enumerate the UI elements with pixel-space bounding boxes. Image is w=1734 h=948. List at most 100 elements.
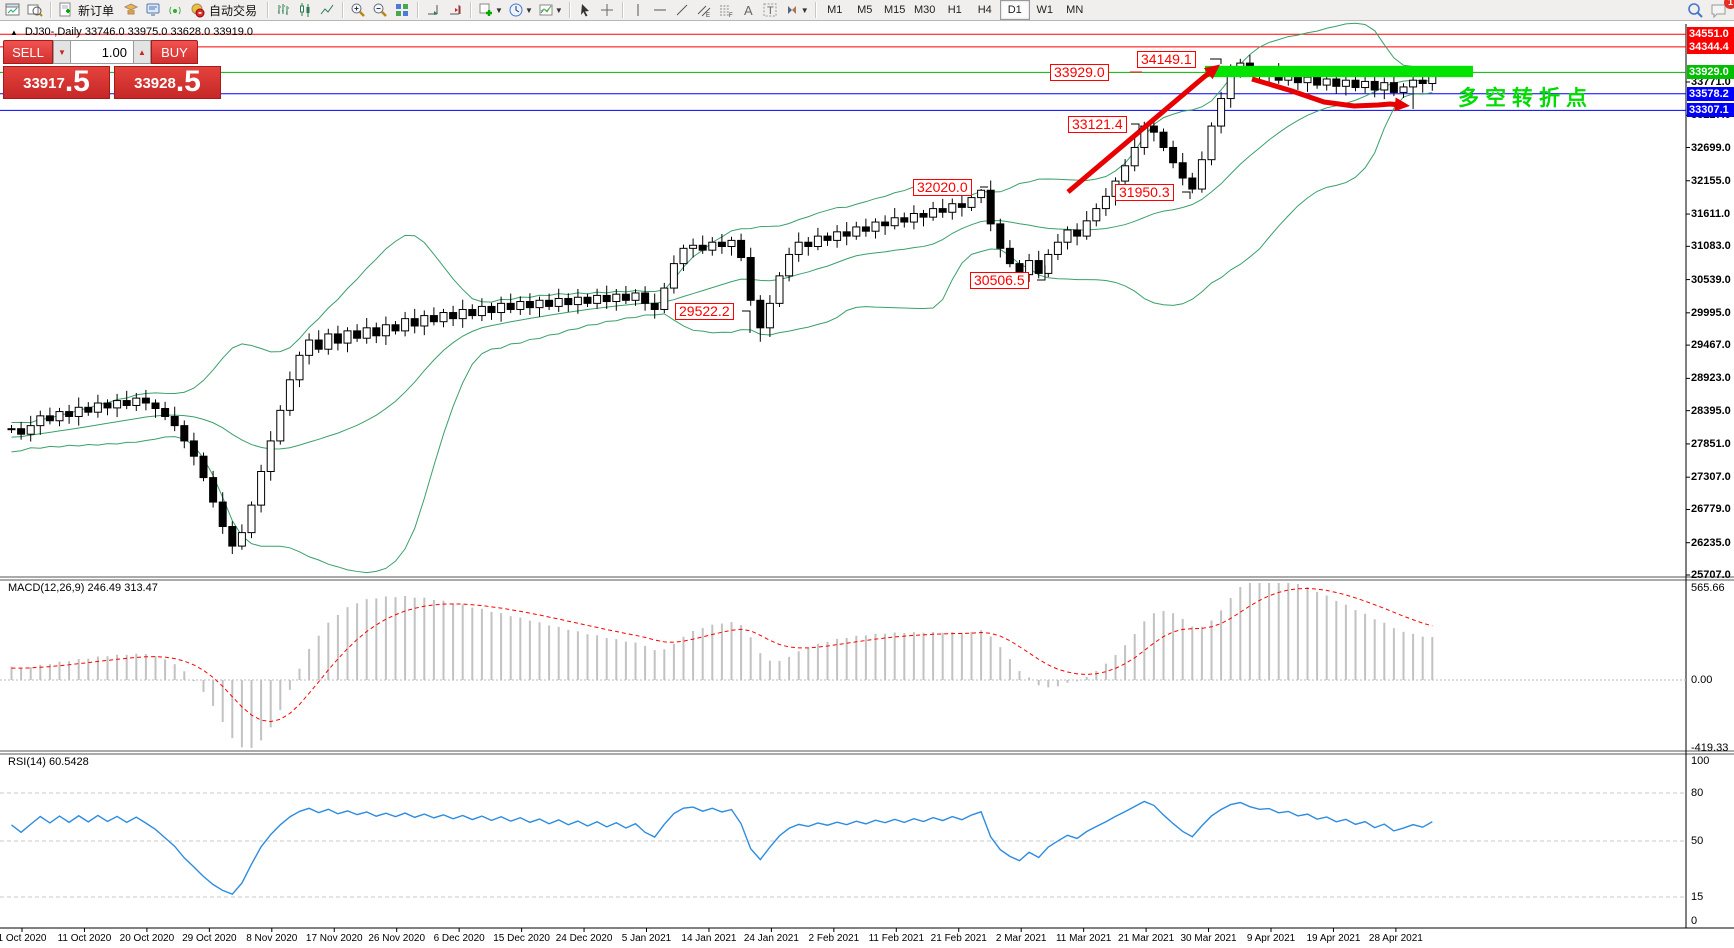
buy-button[interactable]: BUY: [151, 40, 198, 64]
macd-histogram-bar: [1402, 631, 1405, 680]
periods-caret-icon[interactable]: ▼: [524, 5, 533, 15]
macd-histogram-bar: [509, 616, 512, 680]
macd-histogram-bar: [327, 622, 330, 680]
new-chart-icon[interactable]: [2, 1, 24, 20]
macd-histogram-bar: [826, 641, 829, 680]
vertical-line-icon[interactable]: [627, 1, 649, 20]
metaeditor-icon[interactable]: [120, 1, 142, 20]
buy-price-display[interactable]: 33928.5: [114, 66, 221, 99]
price-callout-label[interactable]: 33121.4: [1068, 116, 1127, 133]
price-callout-label[interactable]: 30506.5: [970, 272, 1029, 289]
volume-increase-button[interactable]: ▲: [133, 40, 151, 64]
price-callout-label[interactable]: 31950.3: [1115, 184, 1174, 201]
macd-histogram-bar: [87, 658, 90, 680]
zoom-in-icon[interactable]: [347, 1, 369, 20]
templates-caret-icon[interactable]: ▼: [554, 5, 563, 15]
chart-title-text: DJ30-,Daily 33746.0 33975.0 33628.0 3391…: [24, 26, 254, 38]
candle: [1370, 80, 1379, 91]
candle: [813, 235, 822, 248]
zoom-out-icon[interactable]: [369, 1, 391, 20]
price-callout-label[interactable]: 34149.1: [1137, 51, 1196, 68]
arrows-tool-icon[interactable]: [781, 1, 803, 20]
timeframe-button-h4[interactable]: H4: [977, 4, 992, 16]
cursor-icon[interactable]: [574, 1, 596, 20]
timeframe-button-m15[interactable]: M15: [884, 4, 906, 16]
volume-decrease-button[interactable]: ▼: [53, 40, 71, 64]
candle: [17, 428, 26, 435]
tile-windows-icon[interactable]: [391, 1, 413, 20]
date-axis-label: 11 Mar 2021: [1055, 933, 1112, 944]
date-axis-label: 24 Dec 2020: [555, 933, 613, 944]
rsi-scale-tick: 0: [1691, 915, 1698, 927]
candle: [420, 315, 429, 327]
line-chart-icon[interactable]: [316, 1, 338, 20]
indicators-icon[interactable]: [475, 1, 497, 20]
new-order-icon[interactable]: [55, 1, 77, 20]
signals-icon[interactable]: [164, 1, 186, 20]
notification-badge: 1: [1724, 0, 1734, 9]
candle: [650, 302, 659, 310]
price-callout-label[interactable]: 33929.0: [1050, 64, 1109, 81]
macd-histogram-bar: [1104, 663, 1107, 680]
auto-trading-icon[interactable]: [186, 1, 208, 20]
toolbar-separator: [814, 2, 816, 18]
indicators-caret-icon[interactable]: ▼: [495, 5, 503, 15]
candle: [890, 217, 899, 227]
candle: [823, 235, 832, 241]
macd-histogram-bar: [672, 643, 675, 680]
timeframe-button-m30[interactable]: M30: [914, 4, 936, 16]
label-tool-icon[interactable]: T: [759, 1, 781, 20]
timeframe-button-d1[interactable]: D1: [999, 0, 1030, 20]
timeframe-button-m5[interactable]: M5: [857, 4, 873, 16]
price-level-badge: 33929.0: [1687, 65, 1734, 80]
periods-icon[interactable]: [505, 1, 527, 20]
auto-scroll-icon[interactable]: [422, 1, 444, 20]
chat-icon[interactable]: 1: [1706, 0, 1734, 20]
templates-icon[interactable]: [535, 1, 557, 20]
bollinger-band-line: [11, 79, 1433, 450]
arrows-caret-icon[interactable]: ▼: [800, 5, 809, 15]
sell-price-display[interactable]: 33917.5: [3, 66, 110, 99]
price-callout-label[interactable]: 32020.0: [913, 179, 972, 196]
candle: [65, 411, 74, 417]
macd-histogram-bar: [1287, 583, 1290, 680]
candle: [775, 275, 784, 304]
timeframe-button-mn[interactable]: MN: [1066, 4, 1084, 16]
collapse-panel-icon[interactable]: ▲: [10, 27, 18, 37]
equidistant-channel-icon[interactable]: E: [693, 1, 715, 20]
sell-button[interactable]: SELL: [3, 40, 53, 64]
candle: [113, 400, 122, 409]
candle: [554, 297, 563, 307]
candle: [1418, 79, 1427, 85]
macd-histogram-bar: [240, 680, 243, 748]
text-tool-icon[interactable]: A: [737, 1, 759, 20]
crosshair-icon[interactable]: [596, 1, 618, 20]
candle: [1149, 125, 1158, 133]
candle: [237, 532, 246, 547]
candlestick-icon[interactable]: [294, 1, 316, 20]
macd-histogram-bar: [432, 599, 435, 680]
main-toolbar: 新订单 自动交易 ▼ ▼ ▼ E F A T ▼: [0, 0, 1734, 21]
turning-point-note[interactable]: 多空转折点: [1458, 87, 1593, 110]
auto-trading-label[interactable]: 自动交易: [209, 3, 258, 18]
macd-histogram-bar: [48, 664, 51, 680]
horizontal-line-icon[interactable]: [649, 1, 671, 20]
trendline-icon[interactable]: [671, 1, 693, 20]
timeframe-button-w1[interactable]: W1: [1036, 4, 1053, 16]
price-callout-label[interactable]: 29522.2: [675, 303, 734, 320]
bar-chart-icon[interactable]: [272, 1, 294, 20]
timeframe-button-m1[interactable]: M1: [827, 4, 843, 16]
volume-input[interactable]: [71, 40, 133, 64]
candle: [564, 297, 573, 306]
new-order-label[interactable]: 新订单: [78, 3, 115, 18]
timeframe-button-h1[interactable]: H1: [947, 4, 962, 16]
candle: [1389, 82, 1398, 93]
fibonacci-icon[interactable]: F: [715, 1, 737, 20]
chart-shift-icon[interactable]: [444, 1, 466, 20]
profiles-icon[interactable]: [24, 1, 46, 20]
macd-histogram-bar: [1114, 654, 1117, 680]
search-icon[interactable]: [1684, 1, 1706, 20]
price-scale-tick: 31611.0: [1691, 208, 1731, 221]
terminal-icon[interactable]: [142, 1, 164, 20]
